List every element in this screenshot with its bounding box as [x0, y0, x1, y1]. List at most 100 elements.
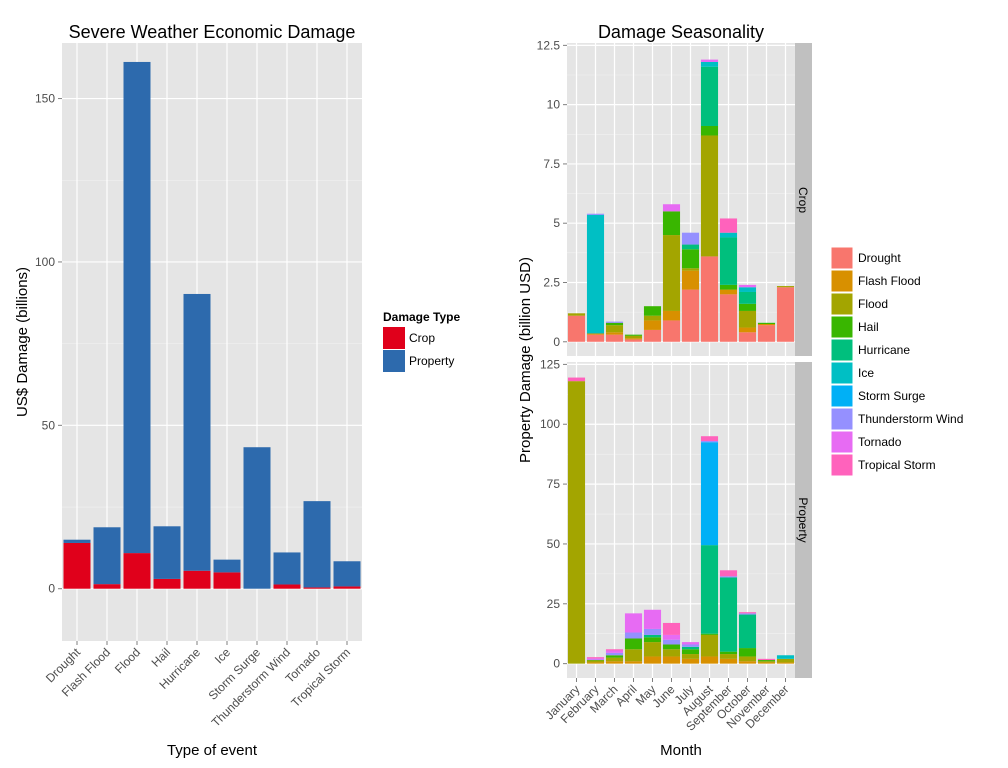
- left-y-tick-label: 50: [42, 418, 56, 432]
- property-y-tick-label: 0: [553, 657, 560, 671]
- bar-property-october-thunderstorm-wind: [738, 613, 757, 615]
- season-legend-label-drought: Drought: [858, 251, 901, 265]
- left-x-tick-label-hail: Hail: [149, 645, 174, 670]
- bar-thunderstorm-wind-property: [273, 552, 301, 585]
- bar-crop-july-flood: [681, 268, 700, 271]
- bar-crop-august-tornado: [700, 59, 719, 62]
- bar-crop-september-ice: [719, 232, 738, 238]
- season-legend-key-flash-flood: [830, 269, 854, 293]
- property-panel: [567, 362, 795, 678]
- bar-crop-june-drought: [662, 320, 681, 342]
- bar-property-december-flash-flood: [776, 662, 795, 664]
- crop-strip-label: Crop: [796, 187, 810, 213]
- bar-tropical-storm-crop: [333, 586, 361, 589]
- right-x-axis-label: Month: [660, 742, 702, 759]
- bar-property-march-tropical-storm: [605, 649, 624, 651]
- bar-property-march-tornado: [605, 650, 624, 653]
- bar-crop-february-ice: [586, 214, 605, 334]
- bar-property-july-tornado: [681, 642, 700, 645]
- bar-ice-property: [213, 559, 241, 573]
- bar-property-september-tropical-storm: [719, 570, 738, 577]
- crop-y-tick-label: 5: [553, 216, 560, 230]
- right-y-ticks: 0 2.5 5 7.5 10 12.5 0 25 50 75 100 125: [537, 38, 567, 671]
- bar-property-october-tropical-storm: [738, 612, 757, 614]
- bar-property-april-flood: [624, 649, 643, 662]
- bar-crop-march-thunderstorm-wind: [605, 321, 624, 323]
- bar-crop-may-hail: [643, 306, 662, 316]
- bar-crop-december-drought: [776, 287, 795, 342]
- bar-crop-june-hail: [662, 211, 681, 236]
- bar-crop-october-flash-flood: [738, 327, 757, 333]
- right-bars: [567, 59, 795, 664]
- bar-crop-august-hurricane: [700, 66, 719, 126]
- bar-property-february-tornado: [586, 658, 605, 660]
- season-legend-key-ice: [830, 361, 854, 385]
- left-legend: Damage Type Crop Property: [383, 310, 460, 372]
- bar-crop-november-flash-flood: [757, 323, 776, 326]
- bar-property-march-flood: [605, 657, 624, 662]
- bar-property-november-flash-flood: [757, 662, 776, 664]
- bar-crop-september-hail: [719, 284, 738, 290]
- season-legend-key-drought: [830, 246, 854, 270]
- bar-crop-august-ice: [700, 61, 719, 67]
- crop-y-tick-label: 12.5: [537, 38, 561, 52]
- bar-tornado-crop: [303, 587, 331, 589]
- bar-crop-may-flash-flood: [643, 320, 662, 330]
- bar-property-august-thunderstorm-wind: [700, 441, 719, 443]
- property-y-tick-label: 125: [540, 357, 560, 371]
- season-legend-label-tropical-storm: Tropical Storm: [858, 458, 936, 472]
- bar-crop-april-hail: [624, 334, 643, 336]
- bar-crop-february-drought: [586, 334, 605, 342]
- bar-property-may-hurricane: [643, 634, 662, 638]
- left-chart-title: Severe Weather Economic Damage: [69, 22, 356, 42]
- left-legend-title: Damage Type: [383, 310, 460, 324]
- bar-property-june-hail: [662, 644, 681, 650]
- bar-property-june-flash-flood: [662, 656, 681, 664]
- left-y-tick-label: 150: [35, 92, 55, 106]
- bar-property-september-flood: [719, 654, 738, 659]
- bar-property-november-hail: [757, 660, 776, 662]
- bar-property-february-flash-flood: [586, 662, 605, 664]
- season-legend-label-ice: Ice: [858, 366, 874, 380]
- bar-crop-may-drought: [643, 329, 662, 342]
- bar-crop-july-hurricane: [681, 244, 700, 250]
- bar-property-september-thunderstorm-wind: [719, 576, 738, 578]
- bar-crop-october-ice: [738, 287, 757, 292]
- bar-property-may-flood: [643, 642, 662, 657]
- bar-property-july-flood: [681, 654, 700, 659]
- bar-property-june-tornado: [662, 634, 681, 640]
- bar-property-march-thunderstorm-wind: [605, 652, 624, 656]
- season-legend-key-tornado: [830, 430, 854, 454]
- bar-property-may-tornado: [643, 609, 662, 629]
- property-strip: [795, 362, 812, 678]
- bar-property-august-flash-flood: [700, 656, 719, 664]
- bar-crop-june-flood: [662, 235, 681, 311]
- season-legend-key-storm-surge: [830, 384, 854, 408]
- bar-crop-september-drought: [719, 294, 738, 342]
- season-legend-label-flood: Flood: [858, 297, 888, 311]
- bar-crop-december-flood: [776, 286, 795, 288]
- bar-property-february-tropical-storm: [586, 657, 605, 659]
- bar-crop-november-hail: [757, 322, 776, 324]
- bar-property-december-ice: [776, 655, 795, 659]
- right-chart-title: Damage Seasonality: [598, 22, 764, 42]
- season-legend-key-tropical-storm: [830, 453, 854, 477]
- bar-property-february-flood: [586, 660, 605, 663]
- left-y-tick-label: 100: [35, 255, 55, 269]
- bar-crop-november-drought: [757, 325, 776, 342]
- bar-ice-crop: [213, 572, 241, 589]
- bar-crop-september-tropical-storm: [719, 218, 738, 233]
- property-y-tick-label: 75: [547, 477, 561, 491]
- season-legend-label-tornado: Tornado: [858, 435, 902, 449]
- crop-y-tick-label: 0: [553, 335, 560, 349]
- bar-property-january-tropical-storm: [567, 377, 586, 382]
- bar-crop-july-flash-flood: [681, 270, 700, 290]
- right-x-ticks: JanuaryFebruaryMarchAprilMayJuneJulyAugu…: [543, 678, 792, 734]
- left-y-tick-label: 0: [48, 582, 55, 596]
- bar-property-april-flash-flood: [624, 661, 643, 664]
- bar-property-may-flash-flood: [643, 656, 662, 664]
- bar-property-march-hail: [605, 655, 624, 658]
- bar-flash-flood-property: [93, 527, 121, 585]
